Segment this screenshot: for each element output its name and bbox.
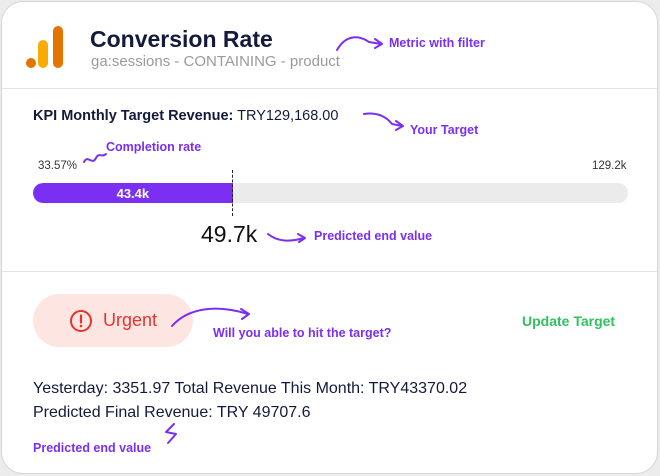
divider [2, 88, 657, 89]
completion-percent: 33.57% [38, 160, 78, 172]
annotation-completion-rate: Completion rate [106, 140, 202, 154]
metric-filter-subtitle: ga:sessions - CONTAINING - product [91, 53, 340, 70]
stats-line-yesterday: Yesterday: 3351.97 Total Revenue This Mo… [33, 380, 468, 397]
kpi-target-label: KPI Monthly Target Revenue: [33, 108, 234, 124]
predicted-marker [232, 170, 233, 216]
arrow-annotation-icon [336, 36, 383, 51]
annotation-hit-target: Will you able to hit the target? [213, 326, 392, 340]
arrow-annotation-icon [171, 307, 250, 327]
status-label: Urgent [102, 310, 158, 330]
annotation-metric-filter: Metric with filter [389, 36, 485, 50]
analytics-logo-icon [26, 26, 63, 68]
alert-circle-icon [69, 309, 92, 332]
progress-fill: 43.4k [33, 183, 233, 203]
annotation-predicted-end: Predicted end value [314, 229, 433, 243]
arrow-annotation-icon [267, 233, 306, 243]
kpi-target: KPI Monthly Target Revenue: TRY129,168.0… [33, 108, 338, 124]
kpi-target-value: TRY129,168.00 [237, 108, 339, 124]
arrow-annotation-icon [363, 112, 404, 131]
page-title: Conversion Rate [90, 26, 273, 52]
divider [2, 271, 657, 272]
update-target-button[interactable]: Update Target [522, 313, 616, 329]
revenue-stats: Yesterday: 3351.97 Total Revenue This Mo… [33, 377, 467, 425]
stats-line-predicted: Predicted Final Revenue: TRY 49707.6 [33, 404, 311, 421]
annotation-predicted-final: Predicted end value [33, 441, 152, 455]
predicted-end-value: 49.7k [201, 221, 258, 247]
squiggle-arrow-icon [83, 153, 107, 163]
annotation-your-target: Your Target [410, 123, 479, 137]
lightning-squiggle-icon [165, 423, 177, 444]
target-short-label: 129.2k [592, 160, 627, 172]
progress-track: 43.4k [33, 183, 628, 203]
status-badge: Urgent [33, 294, 193, 347]
